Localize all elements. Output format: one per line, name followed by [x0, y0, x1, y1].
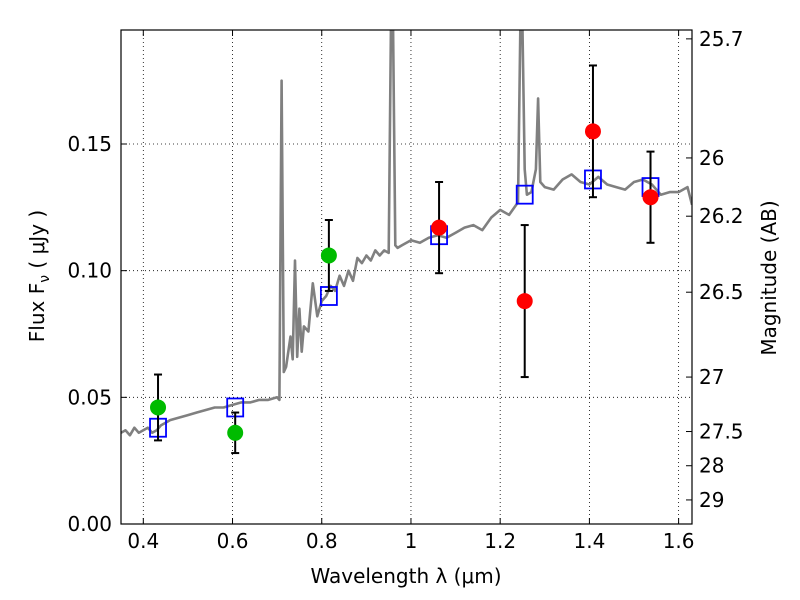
markers-layer	[149, 64, 660, 455]
x-tick-label: 1.2	[484, 529, 516, 553]
y-axis-label: Flux Fν ( μJy )	[25, 210, 53, 342]
model-flux-square	[515, 184, 534, 205]
nir-point	[642, 189, 659, 206]
right-tick-label: 26.5	[699, 280, 744, 304]
right-tick-label: 29	[699, 488, 724, 512]
spectrum-layer	[121, 30, 692, 437]
nir-point	[516, 293, 533, 310]
x-tick-label: 1	[405, 529, 418, 553]
y-axis-label-main: Flux F	[25, 283, 49, 342]
y-tick-label: 0.00	[67, 512, 112, 536]
nir-point	[431, 219, 448, 236]
x-tick-label: 0.8	[306, 529, 338, 553]
y-tick-label: 0.15	[67, 132, 112, 156]
x-tick-label: 0.6	[217, 529, 249, 553]
x-axis-label: Wavelength λ (μm)	[310, 564, 501, 588]
optical-point	[227, 424, 244, 441]
nir-point	[584, 123, 601, 140]
x-tick-label: 0.4	[127, 529, 159, 553]
y-tick-label: 0.10	[67, 259, 112, 283]
right-tick-label: 26.2	[699, 204, 744, 228]
right-tick-label: 27	[699, 365, 724, 389]
optical-point	[150, 399, 167, 416]
ticks-layer: 0.4 0.6 0.8 1 1.2 1.4 1.6 0.00 0.05 0.10 0.15 25.7 2…	[67, 27, 743, 553]
right-tick-label: 25.7	[699, 27, 744, 51]
y-axis-label-unit: ( μJy )	[25, 210, 49, 275]
optical-point	[320, 247, 337, 264]
y-tick-label: 0.05	[67, 385, 112, 409]
y-axis-label-sub: ν	[37, 275, 53, 283]
right-axis-label: Magnitude (AB)	[757, 200, 781, 355]
plot-frame	[120, 29, 693, 525]
right-tick-label: 27.5	[699, 420, 744, 444]
right-tick-label: 26	[699, 146, 724, 170]
x-tick-label: 1.4	[573, 529, 605, 553]
spectrum-line	[121, 30, 692, 437]
right-tick-label: 28	[699, 454, 724, 478]
x-tick-label: 1.6	[663, 529, 695, 553]
